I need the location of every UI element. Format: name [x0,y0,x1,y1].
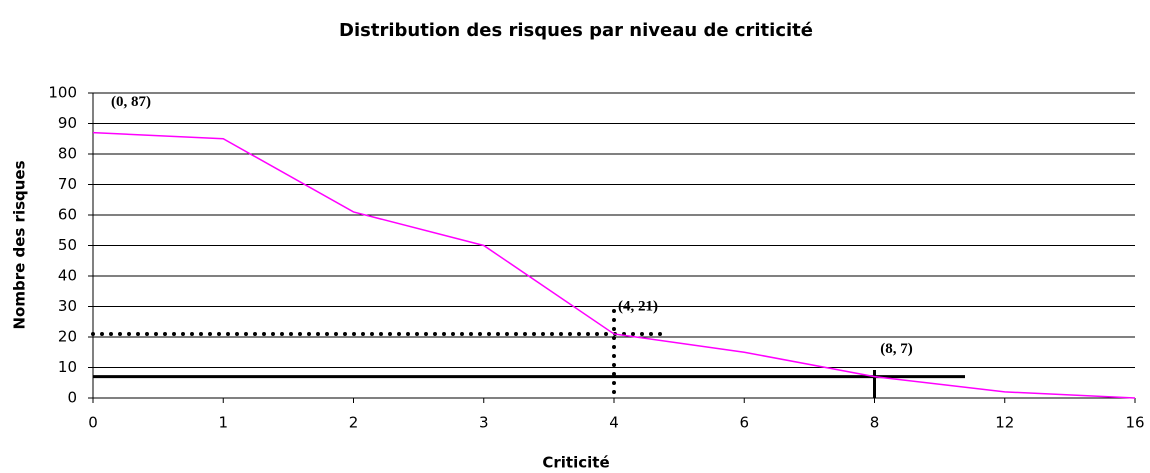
y-tick-label: 40 [58,267,77,285]
y-tick-label: 10 [58,358,77,376]
y-tick-label: 100 [48,84,77,102]
line-series [92,131,1136,399]
x-tick-label: 8 [870,414,880,432]
x-tick-label: 2 [349,414,359,432]
annotation: (4, 21) [618,298,658,314]
x-tick-label: 1 [218,414,228,432]
x-tick-label: 3 [479,414,489,432]
y-axis-title: Nombre des risques [11,160,29,329]
x-tick-label: 12 [995,414,1014,432]
y-tick-label: 90 [58,114,77,132]
annotation: (8, 7) [880,341,913,357]
x-tick-label: 16 [1125,414,1144,432]
y-tick-label: 30 [58,297,77,315]
y-tick-label: 50 [58,236,77,254]
x-axis-title: Criticité [542,454,609,472]
chart-title: Distribution des risques par niveau de c… [339,20,813,41]
x-tick-label: 6 [739,414,749,432]
x-tick-label: 0 [88,414,98,432]
annotation: (0, 87) [111,94,151,110]
y-tick-label: 70 [58,175,77,193]
x-tick-label: 4 [609,414,619,432]
y-tick-label: 80 [58,145,77,163]
y-tick-label: 20 [58,328,77,346]
y-tick-label: 60 [58,206,77,224]
y-tick-label: 0 [67,389,77,407]
